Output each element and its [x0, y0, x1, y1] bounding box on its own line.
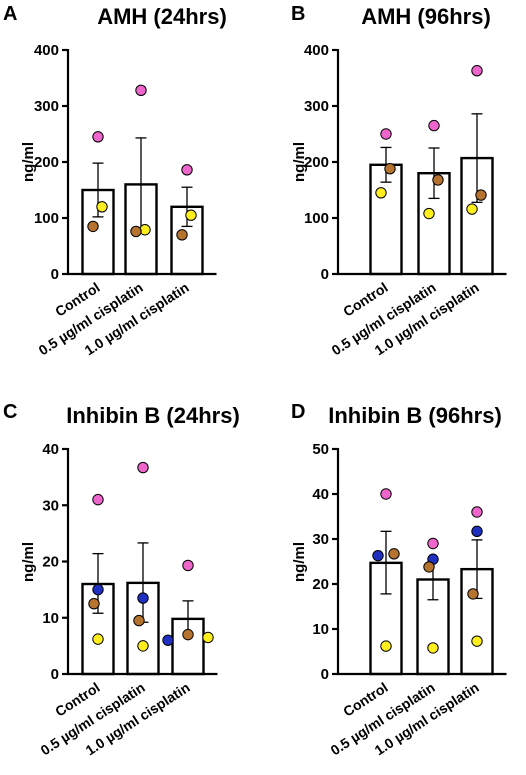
data-point	[137, 640, 149, 652]
data-point	[96, 201, 108, 213]
data-point	[92, 633, 104, 645]
data-point	[181, 164, 193, 176]
panel-a: A AMH (24hrs) ng/ml 0 100 200 300 400 Contro…	[3, 3, 227, 358]
data-point	[202, 631, 214, 644]
data-point	[466, 203, 478, 215]
y-ticks: 0 10 20 30 40 50	[312, 441, 338, 683]
category-labels: Control 0.5 µg/ml cisplatin 1.0 µg/ml ci…	[329, 279, 482, 358]
bars	[369, 561, 494, 676]
data-point	[92, 493, 104, 506]
y-tick-label: 10	[312, 621, 329, 638]
data-point	[130, 225, 142, 238]
data-point	[182, 628, 194, 641]
data-point	[467, 588, 479, 600]
data-point	[427, 642, 439, 654]
panel-letter: B	[291, 3, 305, 25]
data-point	[384, 163, 396, 175]
axes	[336, 448, 507, 676]
category-labels: Control 0.5 µg/ml cisplatin 1.0 µg/ml ci…	[38, 679, 193, 758]
y-tick-label: 30	[312, 531, 329, 548]
y-axis-label: ng/ml	[291, 542, 308, 582]
data-point	[471, 525, 483, 538]
panel-c: C Inhibin B (24hrs) ng/ml 0 10 20 30 40 Cont…	[3, 401, 240, 758]
data-point	[380, 488, 392, 500]
y-tick-label: 300	[304, 98, 329, 115]
data-point	[432, 174, 444, 186]
y-tick-label: 40	[42, 441, 59, 458]
panel-letter: A	[3, 3, 17, 25]
panel-title: AMH (24hrs)	[97, 4, 227, 29]
data-point	[428, 119, 440, 132]
data-point	[182, 559, 194, 572]
y-tick-label: 10	[42, 610, 59, 627]
y-tick-label: 40	[312, 486, 329, 503]
y-tick-label: 20	[312, 576, 329, 593]
panel-letter: D	[291, 401, 305, 423]
data-point	[427, 537, 439, 550]
y-tick-label: 300	[34, 98, 59, 115]
y-tick-label: 0	[51, 266, 59, 283]
data-points	[375, 65, 487, 220]
data-point	[471, 65, 483, 77]
panel-title: Inhibin B (24hrs)	[66, 403, 240, 428]
panel-title: Inhibin B (96hrs)	[328, 403, 502, 428]
axes	[66, 448, 218, 676]
error-bars	[380, 113, 483, 203]
data-point	[162, 634, 174, 646]
data-point	[423, 207, 435, 220]
data-point	[176, 229, 188, 241]
data-point	[475, 189, 487, 201]
data-points	[372, 488, 483, 654]
y-ticks: 0 100 200 300 400	[304, 42, 338, 283]
data-points	[88, 461, 214, 652]
data-points	[87, 84, 197, 241]
y-ticks: 0 100 200 300 400	[34, 42, 68, 283]
panel-title: AMH (96hrs)	[361, 4, 491, 29]
y-tick-label: 100	[34, 210, 59, 227]
y-tick-label: 200	[304, 154, 329, 171]
data-point	[388, 548, 400, 560]
data-point	[137, 461, 149, 474]
data-point	[471, 635, 483, 647]
data-point	[88, 597, 100, 610]
data-point	[92, 583, 104, 596]
category-labels: Control 0.5 µg/ml cisplatin 1.0 µg/ml ci…	[328, 679, 482, 758]
y-axis-label: ng/ml	[20, 142, 37, 182]
panel-letter: C	[3, 401, 17, 423]
y-tick-label: 0	[51, 666, 59, 683]
data-point	[423, 561, 435, 573]
data-point	[380, 128, 392, 140]
y-axis-label: ng/ml	[291, 142, 308, 182]
y-tick-label: 400	[304, 42, 329, 59]
y-tick-label: 0	[321, 266, 329, 283]
y-axis-label: ng/ml	[20, 542, 37, 582]
data-point	[375, 187, 387, 199]
y-tick-label: 400	[34, 42, 59, 59]
data-point	[135, 84, 147, 97]
data-point	[87, 220, 99, 233]
y-tick-label: 200	[34, 154, 59, 171]
y-tick-label: 0	[321, 666, 329, 683]
data-point	[92, 131, 104, 143]
axes	[336, 49, 507, 276]
y-tick-label: 100	[304, 210, 329, 227]
data-point	[133, 614, 145, 627]
y-tick-label: 30	[42, 497, 59, 514]
y-tick-label: 50	[312, 441, 329, 458]
data-point	[185, 209, 197, 221]
y-tick-label: 20	[42, 554, 59, 571]
category-labels: Control 0.5 µg/ml cisplatin 1.0 µg/ml ci…	[36, 279, 192, 358]
axes	[66, 49, 217, 276]
panel-b: B AMH (96hrs) ng/ml 0 100 200 300 400 Contro…	[291, 3, 507, 358]
y-ticks: 0 10 20 30 40	[42, 441, 68, 683]
data-point	[471, 506, 483, 518]
data-point	[137, 592, 149, 604]
data-point	[372, 549, 384, 562]
panel-d: D Inhibin B (96hrs) ng/ml 0 10 20 30 40 50 Co…	[291, 401, 507, 758]
data-point	[380, 640, 392, 652]
